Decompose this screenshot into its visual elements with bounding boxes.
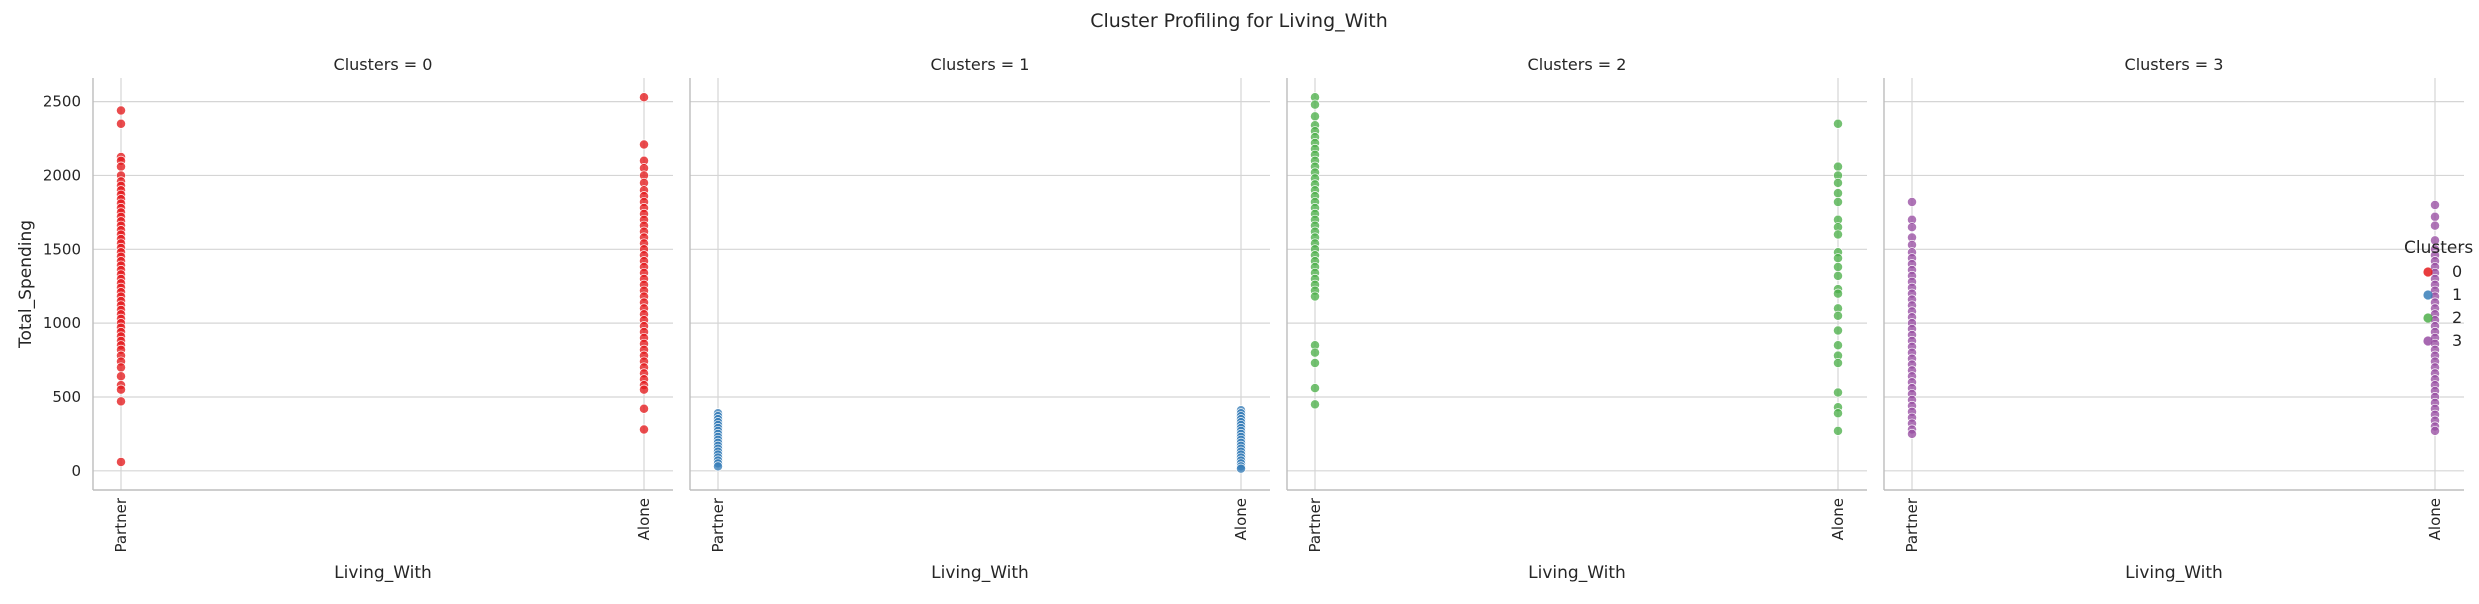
y-tick-label: 1500 — [43, 240, 81, 258]
data-point — [1833, 288, 1843, 299]
x-tick-label: Partner — [1903, 497, 1921, 552]
data-point — [1907, 428, 1917, 439]
series-0 — [116, 92, 649, 467]
data-point — [1310, 111, 1320, 122]
y-tick-label: 1000 — [43, 314, 81, 332]
data-point — [116, 105, 126, 116]
facet-panel-3: Clusters = 3 Partner Alone Living_With — [1883, 55, 2464, 583]
data-point — [116, 371, 126, 382]
y-tick-label: 0 — [71, 462, 81, 480]
data-point — [1833, 325, 1843, 336]
legend: Clusters 0 1 2 3 — [2404, 238, 2473, 350]
series-1 — [713, 405, 1246, 474]
legend-marker — [2423, 290, 2433, 300]
data-point — [1833, 270, 1843, 281]
data-point — [1236, 463, 1246, 474]
facet-panels: Clusters = 0 0 500 1000 1500 2000 2500 Total_Sp… — [16, 55, 2464, 583]
data-point — [1310, 99, 1320, 110]
data-point — [1833, 253, 1843, 264]
data-point — [1833, 310, 1843, 321]
data-point — [116, 456, 126, 467]
data-point — [1907, 197, 1917, 207]
facet-title: Clusters = 3 — [2125, 55, 2224, 74]
data-point — [2430, 220, 2440, 231]
data-point — [1310, 291, 1320, 302]
series-3 — [1907, 197, 2440, 439]
data-point — [639, 92, 649, 103]
data-point — [1907, 222, 1917, 233]
y-axis-label: Total_Spending — [16, 220, 36, 349]
x-tick-label: Partner — [709, 497, 727, 552]
x-tick-label: Alone — [635, 498, 653, 540]
data-point — [116, 396, 126, 407]
legend-marker — [2423, 336, 2433, 346]
y-tick-label: 2500 — [43, 93, 81, 111]
data-point — [1833, 408, 1843, 419]
x-axis-label: Living_With — [2125, 563, 2223, 583]
x-tick-label: Alone — [1829, 498, 1847, 540]
legend-marker — [2423, 267, 2433, 277]
y-tick-label: 2000 — [43, 166, 81, 184]
legend-marker — [2423, 313, 2433, 323]
facet-title: Clusters = 0 — [334, 55, 433, 74]
data-point — [1833, 197, 1843, 207]
legend-label: 2 — [2452, 308, 2462, 327]
x-tick-label: Alone — [2426, 498, 2444, 540]
data-point — [713, 461, 723, 472]
legend-label: 0 — [2452, 262, 2462, 281]
x-tick-label: Partner — [112, 497, 130, 552]
data-point — [1833, 358, 1843, 368]
data-point — [1833, 118, 1843, 129]
facet-panel-1: Clusters = 1 Partner Alone Living_With — [689, 55, 1270, 583]
x-tick-label: Alone — [1232, 498, 1250, 540]
data-point — [1310, 383, 1320, 394]
data-point — [116, 118, 126, 129]
x-axis-label: Living_With — [334, 563, 432, 583]
legend-title: Clusters — [2404, 238, 2473, 258]
chart-title: Cluster Profiling for Living_With — [1090, 10, 1388, 32]
series-2 — [1310, 92, 1843, 436]
data-point — [1833, 425, 1843, 436]
data-point — [639, 424, 649, 435]
data-point — [639, 139, 649, 150]
facet-panel-2: Clusters = 2 Partner Alone Living_With — [1286, 55, 1867, 583]
facet-title: Clusters = 2 — [1528, 55, 1627, 74]
x-axis-label: Living_With — [1528, 563, 1626, 583]
x-tick-label: Partner — [1306, 497, 1324, 552]
data-point — [1310, 358, 1320, 368]
data-point — [639, 384, 649, 395]
data-point — [1833, 161, 1843, 172]
data-point — [116, 384, 126, 395]
data-point — [1833, 340, 1843, 351]
x-axis-label: Living_With — [931, 563, 1029, 583]
data-point — [1310, 347, 1320, 358]
data-point — [639, 403, 649, 414]
data-point — [1833, 262, 1843, 272]
facet-panel-0: Clusters = 0 0 500 1000 1500 2000 2500 Total_Sp… — [16, 55, 673, 583]
data-point — [116, 362, 126, 373]
data-point — [116, 161, 126, 172]
data-point — [1833, 177, 1843, 188]
data-point — [1833, 229, 1843, 240]
data-point — [2430, 425, 2440, 436]
legend-label: 3 — [2452, 331, 2462, 350]
data-point — [1833, 188, 1843, 199]
data-point — [2430, 200, 2440, 210]
y-tick-label: 500 — [52, 388, 81, 406]
data-point — [1833, 387, 1843, 398]
data-point — [2430, 211, 2440, 222]
facet-title: Clusters = 1 — [931, 55, 1030, 74]
legend-label: 1 — [2452, 285, 2462, 304]
data-point — [1310, 399, 1320, 410]
